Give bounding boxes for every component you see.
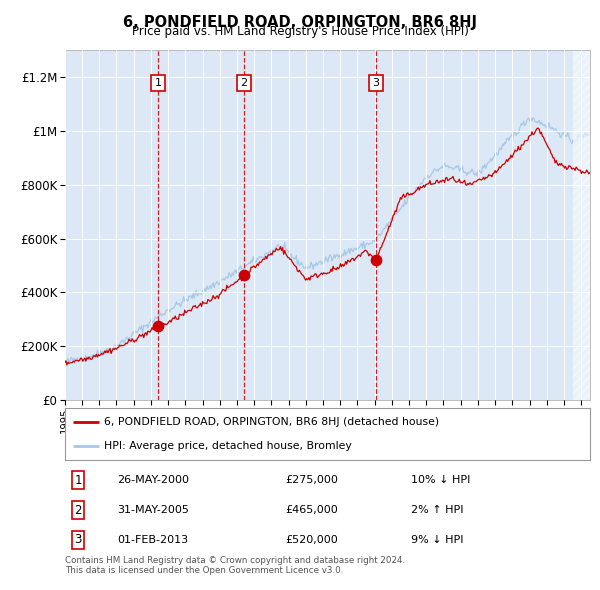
Point	[371, 255, 381, 265]
Text: 6, PONDFIELD ROAD, ORPINGTON, BR6 8HJ (detached house): 6, PONDFIELD ROAD, ORPINGTON, BR6 8HJ (d…	[104, 417, 439, 427]
Text: HPI: Average price, detached house, Bromley: HPI: Average price, detached house, Brom…	[104, 441, 352, 451]
Point	[239, 270, 249, 280]
Text: £275,000: £275,000	[286, 476, 338, 486]
Text: 1: 1	[74, 474, 82, 487]
Text: £520,000: £520,000	[286, 535, 338, 545]
Text: 1: 1	[155, 78, 161, 88]
Text: Price paid vs. HM Land Registry's House Price Index (HPI): Price paid vs. HM Land Registry's House …	[131, 25, 469, 38]
Text: 2% ↑ HPI: 2% ↑ HPI	[412, 505, 464, 515]
Text: 6, PONDFIELD ROAD, ORPINGTON, BR6 8HJ: 6, PONDFIELD ROAD, ORPINGTON, BR6 8HJ	[123, 15, 477, 30]
Text: 3: 3	[74, 533, 82, 546]
Point	[153, 322, 163, 331]
Text: £465,000: £465,000	[286, 505, 338, 515]
Text: 2: 2	[74, 503, 82, 516]
Text: 3: 3	[373, 78, 380, 88]
Text: 9% ↓ HPI: 9% ↓ HPI	[412, 535, 464, 545]
Text: 01-FEB-2013: 01-FEB-2013	[118, 535, 188, 545]
Text: Contains HM Land Registry data © Crown copyright and database right 2024.
This d: Contains HM Land Registry data © Crown c…	[65, 556, 405, 575]
Text: 10% ↓ HPI: 10% ↓ HPI	[412, 476, 470, 486]
Bar	[572, 50, 590, 400]
Text: 31-MAY-2005: 31-MAY-2005	[118, 505, 189, 515]
Text: 2: 2	[241, 78, 248, 88]
Text: 26-MAY-2000: 26-MAY-2000	[118, 476, 190, 486]
